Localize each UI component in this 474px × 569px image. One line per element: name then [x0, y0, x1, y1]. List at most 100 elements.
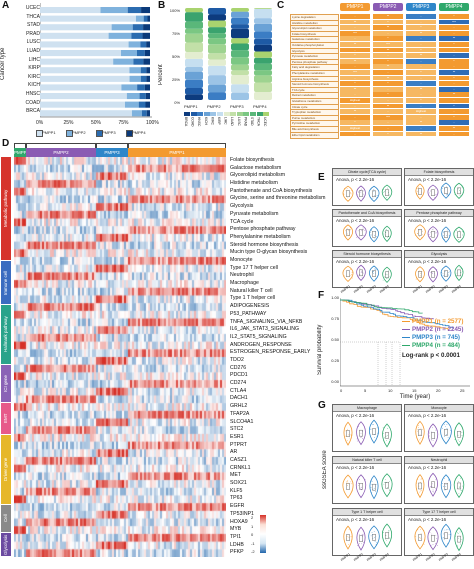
- c-cell-7-2: **: [406, 53, 436, 58]
- e-violin-3-2: [441, 226, 451, 243]
- cancer-name-hnsc: HNSC: [25, 91, 40, 97]
- bar-a-kirp-1: [129, 67, 141, 74]
- e-stat-1: Anova, p < 2.2e-16: [408, 177, 447, 182]
- c-cell-9-0: -: [340, 64, 370, 70]
- e-box-2-0: [346, 229, 350, 236]
- bar-a-prad-0: [40, 32, 109, 39]
- d-row-43: KLF5: [230, 487, 243, 494]
- c-cell-20-0: Highest: [340, 126, 370, 131]
- e-violin-0-0: [342, 185, 354, 202]
- g-box-1-2: [444, 429, 448, 436]
- g-violin-5-1: [427, 526, 439, 551]
- c-cell-15-2: *: [406, 98, 436, 103]
- c-cell-7-0: *: [340, 53, 370, 58]
- d-row-42: SOX21: [230, 480, 247, 487]
- bar-b-2-top: [231, 8, 249, 12]
- bar-a-kirp-0: [40, 67, 130, 74]
- g-stat-3: Anova, p < 2.2e-16: [408, 465, 447, 470]
- f-legend-label-2: PMPP3 (n = 745): [412, 334, 460, 341]
- g-plot-4: Type 1 T helper cell Anova, p < 2.2e-16 PM…: [332, 508, 402, 562]
- bar-b-0-1: [185, 88, 203, 95]
- bar-b-3-10: [254, 23, 272, 32]
- c-cell-5-3: *: [439, 42, 469, 47]
- a-legend-label-1: PMPP2: [72, 130, 86, 135]
- e-box-2-3: [385, 230, 389, 238]
- bar-b-1-1: [208, 84, 226, 93]
- c-cell-19-0: *: [340, 120, 370, 126]
- c-cell-14-0: -: [340, 92, 370, 98]
- c-cell-15-0: Highest: [340, 98, 370, 103]
- bar-a-kirc-3: [146, 75, 150, 82]
- e-box-5-1: [431, 271, 435, 278]
- c-cell-12-3: -: [439, 81, 469, 86]
- bar-a-brca-2: [141, 110, 147, 117]
- bar-b-3-2: [254, 75, 272, 83]
- bar-a-thca-3: [147, 15, 150, 22]
- d-colorbar-tick-1: 1: [251, 523, 254, 529]
- g-violins-3: [415, 472, 465, 499]
- bar-b-1-11: [208, 14, 226, 21]
- bar-b-2-10: [231, 24, 249, 29]
- c-cell-10-2: *: [406, 70, 436, 75]
- c-cell-11-0: -: [340, 75, 370, 81]
- b-group-1: PMPP2: [207, 104, 221, 109]
- e-violin-5-0: [415, 266, 425, 283]
- bar-a-luad-0: [40, 50, 122, 57]
- d-cluster-pmpp2: PMPP2: [26, 148, 96, 157]
- g-violin-2-3: [381, 473, 393, 498]
- c-cell-13-2: **: [406, 86, 436, 92]
- g-stat-1: Anova, p < 2.2e-16: [408, 413, 447, 418]
- d-row-11: Steroid hormone biosynthesis: [230, 241, 299, 248]
- e-violin-3-1: [427, 226, 439, 243]
- bar-b-1-10: [208, 20, 226, 28]
- g-stat-5: Anova, p < 2.2e-16: [408, 517, 447, 522]
- bar-b-3-5: [254, 57, 272, 64]
- cancer-name-coad: COAD: [25, 99, 40, 106]
- d-colorbar-tick-4: -2: [251, 549, 255, 554]
- c-cell-9-3: -: [439, 64, 469, 70]
- e-plot-4: Steroid hormone biosynthesis Anova, p < 2…: [332, 250, 402, 294]
- cancer-name-kirp: KIRP: [28, 65, 40, 72]
- b-ytick-1: 75%: [171, 31, 180, 36]
- bar-a-stad-1: [111, 24, 133, 31]
- bar-b-3-0: [254, 91, 272, 100]
- d-category-4: EMT: [1, 403, 11, 434]
- c-cell-8-0: **: [340, 58, 370, 64]
- bar-b-0-9: [185, 28, 203, 34]
- panel-b-yticks: 100% 75% 50% 25% 0%: [164, 8, 180, 108]
- c-cell-10-3: **: [439, 70, 469, 75]
- g-violin-1-3: [454, 422, 464, 447]
- c-cell-0-3: *: [439, 14, 469, 19]
- panel-c-table: Lysine degradation - ** - * Histidine metabol…: [290, 14, 474, 139]
- c-cell-3-2: **: [406, 30, 436, 36]
- bar-a-lihc-0: [40, 58, 114, 65]
- g-violins-0: [343, 419, 392, 448]
- g-violin-2-0: [342, 474, 354, 499]
- e-box-0-0: [346, 190, 350, 197]
- f-legend-line-2: [402, 337, 410, 339]
- d-row-50: LDHB: [230, 541, 244, 548]
- e-xlabel-5-1: PMPP2: [425, 284, 436, 295]
- c-cell-0-1: **: [373, 14, 403, 19]
- a-legend-label-2: PMPP3: [102, 130, 116, 135]
- b-legend-label-1: COAD: [190, 117, 195, 127]
- bar-a-luad-1: [121, 50, 137, 57]
- panel-e-violin-grid: Citrate cycle(TCA cycle) Anova, p < 2.2e-…: [332, 168, 474, 294]
- e-plot-1: Folate biosynthesis Anova, p < 2.2e-16: [404, 168, 474, 206]
- c-cell-17-1: -: [373, 109, 403, 114]
- bar-a-ucec-1: [100, 7, 128, 14]
- c-cell-0-0: -: [340, 14, 370, 19]
- g-violin-0-0: [343, 421, 353, 446]
- g-violin-2-2: [369, 475, 379, 500]
- e-violin-4-2: [368, 265, 380, 282]
- d-dendrogram-0: [14, 143, 26, 148]
- d-row-6: Glycolysis: [230, 203, 254, 210]
- panel-d-category-sidebar: Metabolic pathway Immune cell Hallmark pat…: [0, 157, 18, 557]
- e-box-5-3: [457, 269, 461, 277]
- b-ytick-3: 25%: [171, 77, 180, 82]
- bar-b-2-8: [231, 38, 249, 44]
- d-row-37: PTPRT: [230, 441, 247, 448]
- bar-a-lusc-1: [128, 41, 141, 48]
- b-legend-label-9: PRAD: [243, 117, 248, 127]
- c-cell-3-1: -: [373, 30, 403, 36]
